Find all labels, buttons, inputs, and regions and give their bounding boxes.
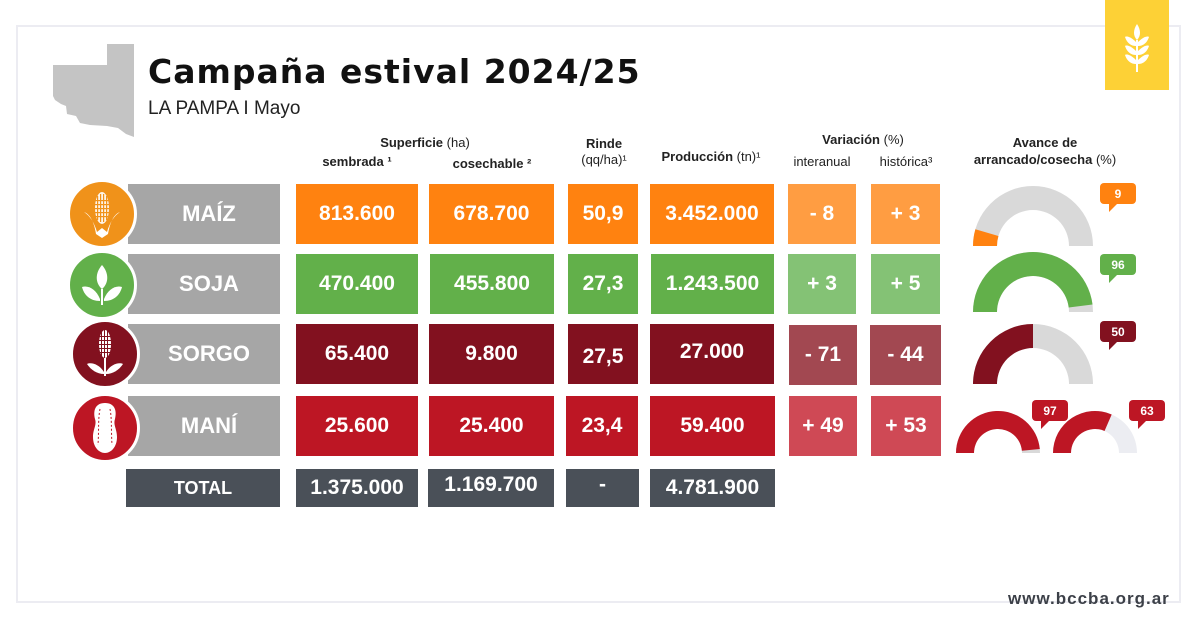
header-interanual: interanual: [783, 154, 861, 169]
cell-sorgo-historica: - 44: [870, 325, 941, 385]
logo-badge: [1105, 0, 1169, 90]
cell-soja-rinde: 27,3: [568, 254, 638, 314]
la-pampa-map-icon: [53, 44, 134, 137]
header-interanual-label: interanual: [793, 154, 851, 169]
content-frame: [16, 25, 1181, 603]
cell-soja-interanual: + 3: [788, 254, 856, 314]
gauge-fill-maiz: [973, 229, 999, 246]
total-label: TOTAL: [126, 469, 280, 507]
avance-gauges: [956, 186, 1137, 453]
cell-sorgo-rinde: 27,5: [568, 324, 638, 384]
gauge-value-bubble-maiz: 9: [1100, 183, 1136, 212]
page-title: Campaña estival 2024/25: [148, 52, 641, 91]
header-avance-unit: (%): [1095, 152, 1117, 167]
total-rinde: -: [566, 469, 639, 507]
gauge-value-bubble-sorgo: 50: [1100, 321, 1136, 350]
footer-url[interactable]: www.bccba.org.ar: [1008, 589, 1170, 608]
crop-label-sorgo: SORGO: [128, 324, 280, 384]
header-sembrada: sembrada ¹: [296, 154, 418, 169]
crop-name: SORGO: [168, 341, 250, 366]
cell-soja-produccion: 1.243.500: [651, 254, 774, 314]
header-produccion: Producción (tn)¹: [645, 149, 777, 164]
crop-label-maiz: MAÍZ: [128, 184, 280, 244]
corn-icon: [84, 192, 120, 238]
cell-mani-rinde: 23,4: [566, 396, 638, 456]
header-avance: Avance de arrancado/cosecha (%): [955, 134, 1135, 168]
cell-soja-sembrada: 470.400: [296, 254, 418, 314]
gauge-track: [973, 186, 1093, 246]
total-cosechable: 1.169.700: [428, 469, 554, 507]
cell-sorgo-produccion: 27.000: [650, 324, 774, 384]
header-historica: histórica³: [868, 154, 944, 169]
cell-mani-cosechable: 25.400: [429, 396, 554, 456]
total-produccion: 4.781.900: [650, 469, 775, 507]
cell-soja-historica: + 5: [871, 254, 940, 314]
gauge-value-bubble-mani: 63: [1129, 400, 1165, 429]
soybean-leaves-icon: [82, 265, 122, 305]
cell-soja-cosechable: 455.800: [430, 254, 554, 314]
crop-icon-maiz: [67, 179, 137, 249]
cell-maiz-rinde: 50,9: [568, 184, 638, 244]
header-rinde-label: Rinde: [585, 136, 623, 151]
header-rinde-unit: (qq/ha)¹: [581, 152, 627, 167]
header-sembrada-label: sembrada ¹: [322, 154, 392, 169]
header-historica-label: histórica³: [879, 154, 933, 169]
header-cosechable: cosechable ²: [430, 156, 554, 171]
cell-maiz-interanual: - 8: [788, 184, 856, 244]
cell-mani-historica: + 53: [871, 396, 941, 456]
crop-icon-soja: [67, 250, 137, 320]
cell-sorgo-sembrada: 65.400: [296, 324, 418, 384]
cell-sorgo-interanual: - 71: [789, 325, 857, 385]
header-produccion-unit: (tn)¹: [736, 149, 761, 164]
cell-maiz-cosechable: 678.700: [429, 184, 554, 244]
header-superficie-label: Superficie: [380, 135, 444, 150]
gauge-fill-soja: [973, 251, 1093, 312]
crop-icon-mani: [70, 393, 140, 463]
gauge-value-bubble-mani: 97: [1032, 400, 1068, 429]
cell-maiz-historica: + 3: [871, 184, 940, 244]
cell-mani-sembrada: 25.600: [296, 396, 418, 456]
header-produccion-label: Producción: [661, 149, 734, 164]
header-variacion-unit: (%): [883, 132, 904, 147]
crop-label-mani: MANÍ: [128, 396, 280, 456]
cell-maiz-produccion: 3.452.000: [650, 184, 774, 244]
header-cosechable-label: cosechable ²: [452, 156, 532, 171]
sorghum-icon: [87, 330, 123, 376]
header-superficie-unit: (ha): [446, 135, 470, 150]
header-variacion: Variación (%): [788, 132, 938, 147]
total-sembrada: 1.375.000: [296, 469, 418, 507]
gauge-value-bubble-soja: 96: [1100, 254, 1136, 283]
gauge-fill-mani: [956, 410, 1040, 453]
header-avance-line2: arrancado/cosecha: [973, 152, 1093, 167]
header-variacion-label: Variación: [822, 132, 880, 147]
crop-label-soja: SOJA: [128, 254, 280, 314]
wheat-icon: [1125, 24, 1149, 72]
header-superficie: Superficie (ha): [300, 135, 550, 150]
crop-name: MAÍZ: [182, 201, 236, 226]
cell-maiz-sembrada: 813.600: [296, 184, 418, 244]
cell-mani-produccion: 59.400: [650, 396, 775, 456]
cell-mani-interanual: + 49: [789, 396, 857, 456]
crop-name: MANÍ: [180, 413, 238, 438]
cell-sorgo-cosechable: 9.800: [429, 324, 554, 384]
header-avance-line1: Avance de: [1012, 135, 1078, 150]
page-subtitle: LA PAMPA I Mayo: [148, 98, 301, 119]
gauge-fill-mani: [1053, 411, 1112, 453]
crop-name: SOJA: [179, 271, 239, 296]
peanut-icon: [93, 403, 117, 453]
crop-icon-sorgo: [70, 319, 140, 389]
header-rinde: Rinde (qq/ha)¹: [563, 136, 645, 168]
gauge-fill-sorgo: [973, 324, 1033, 384]
